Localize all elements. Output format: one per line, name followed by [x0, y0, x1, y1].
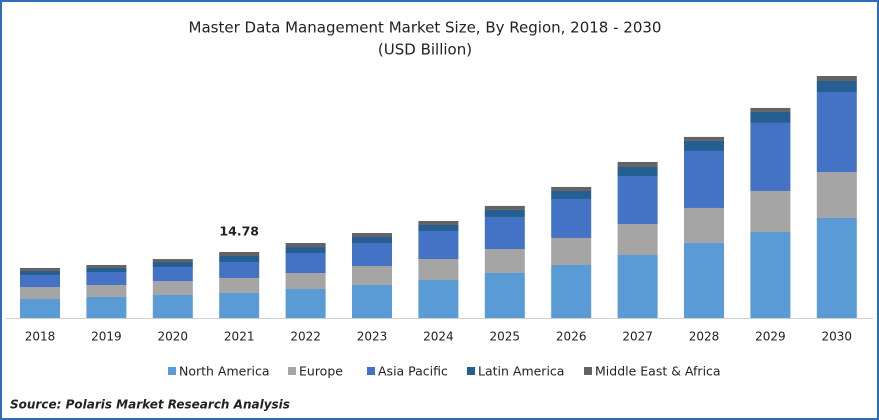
bar-segment: [20, 287, 60, 300]
bar-segment: [750, 107, 791, 112]
legend-swatch: [467, 367, 475, 375]
bar-segment: [219, 261, 260, 278]
bar-segment: [484, 216, 525, 249]
legend-label: Asia Pacific: [378, 364, 448, 379]
x-tick-label: 2018: [25, 330, 56, 344]
legend-swatch: [584, 367, 592, 375]
bar-segment: [352, 237, 392, 244]
bar-segment: [750, 122, 791, 191]
legend-label: Europe: [299, 364, 343, 379]
bar-segment: [551, 237, 592, 265]
bar-segment: [551, 198, 592, 238]
bar-segment: [551, 186, 592, 191]
bar-segment: [484, 209, 525, 217]
bar-segment: [86, 264, 127, 268]
bar-segment: [617, 161, 658, 167]
bar-segment: [86, 297, 127, 318]
bar-segment: [750, 231, 791, 318]
bar-segment: [418, 279, 459, 318]
bar-segment: [152, 259, 193, 263]
x-tick-label: 2028: [689, 330, 720, 344]
bar-segment: [684, 207, 724, 243]
bar-segment: [20, 274, 60, 288]
bar-segment: [152, 281, 193, 295]
legend-swatch: [367, 367, 375, 375]
bar-segment: [152, 294, 193, 318]
bar-segment: [285, 289, 326, 318]
bar-segment: [816, 81, 857, 92]
bar-segment: [20, 267, 60, 271]
bar-segment: [617, 255, 658, 318]
x-tick-label: 2022: [290, 330, 321, 344]
bar-segment: [684, 140, 724, 151]
bar-segment: [684, 136, 724, 141]
bar-segment: [617, 166, 658, 177]
x-tick-label: 2027: [622, 330, 653, 344]
bar-segment: [285, 253, 326, 274]
bar-segment: [418, 258, 459, 280]
bar-segment: [750, 111, 791, 123]
bar-segment: [152, 267, 193, 282]
bar-segment: [219, 251, 260, 257]
bar-segment: [352, 284, 392, 318]
bar-segment: [219, 277, 260, 293]
x-tick-label: 2021: [224, 330, 255, 344]
bar-segment: [816, 217, 857, 318]
legend-swatch: [168, 367, 176, 375]
bar-segment: [352, 233, 392, 238]
bar-segment: [20, 270, 60, 275]
bar-segment: [285, 273, 326, 290]
x-tick-label: 2023: [357, 330, 388, 344]
bar-segment: [484, 248, 525, 273]
bar-segment: [617, 224, 658, 256]
bar-segment: [617, 176, 658, 225]
bar-segment: [816, 171, 857, 218]
x-tick-label: 2029: [755, 330, 786, 344]
x-tick-label: 2019: [91, 330, 122, 344]
legend-swatch: [288, 367, 296, 375]
bar-segment: [484, 272, 525, 318]
bar-segment: [219, 292, 260, 318]
bar-segment: [285, 247, 326, 254]
x-tick-label: 2025: [490, 330, 521, 344]
x-tick-label: 2030: [822, 330, 853, 344]
x-tick-label: 2026: [556, 330, 587, 344]
data-label: 14.78: [219, 223, 259, 238]
bar-segment: [551, 264, 592, 318]
bar-segment: [219, 256, 260, 262]
bar-segment: [418, 230, 459, 259]
legend-label: Middle East & Africa: [595, 364, 721, 379]
chart-subtitle: (USD Billion): [378, 41, 472, 59]
bar-segment: [20, 299, 60, 318]
bar-segment: [684, 150, 724, 208]
bar-segment: [684, 242, 724, 318]
legend-label: North America: [179, 364, 270, 379]
bar-segment: [750, 190, 791, 232]
bar-segment: [551, 190, 592, 199]
bar-segment: [86, 267, 127, 272]
bar-segment: [418, 225, 459, 231]
bar-segment: [285, 243, 326, 248]
bar-segment: [152, 262, 193, 268]
bar-segment: [418, 220, 459, 226]
bar-segment: [86, 284, 127, 298]
x-tick-label: 2020: [158, 330, 189, 344]
chart-title: Master Data Management Market Size, By R…: [189, 19, 662, 37]
bar-segment: [484, 205, 525, 210]
bar-segment: [352, 243, 392, 267]
x-tick-label: 2024: [423, 330, 454, 344]
bar-segment: [352, 266, 392, 285]
bar-segment: [816, 91, 857, 172]
bar-segment: [816, 76, 857, 82]
legend-label: Latin America: [478, 364, 564, 379]
source: Source: Polaris Market Research Analysis: [10, 398, 290, 412]
bar-segment: [86, 271, 127, 285]
